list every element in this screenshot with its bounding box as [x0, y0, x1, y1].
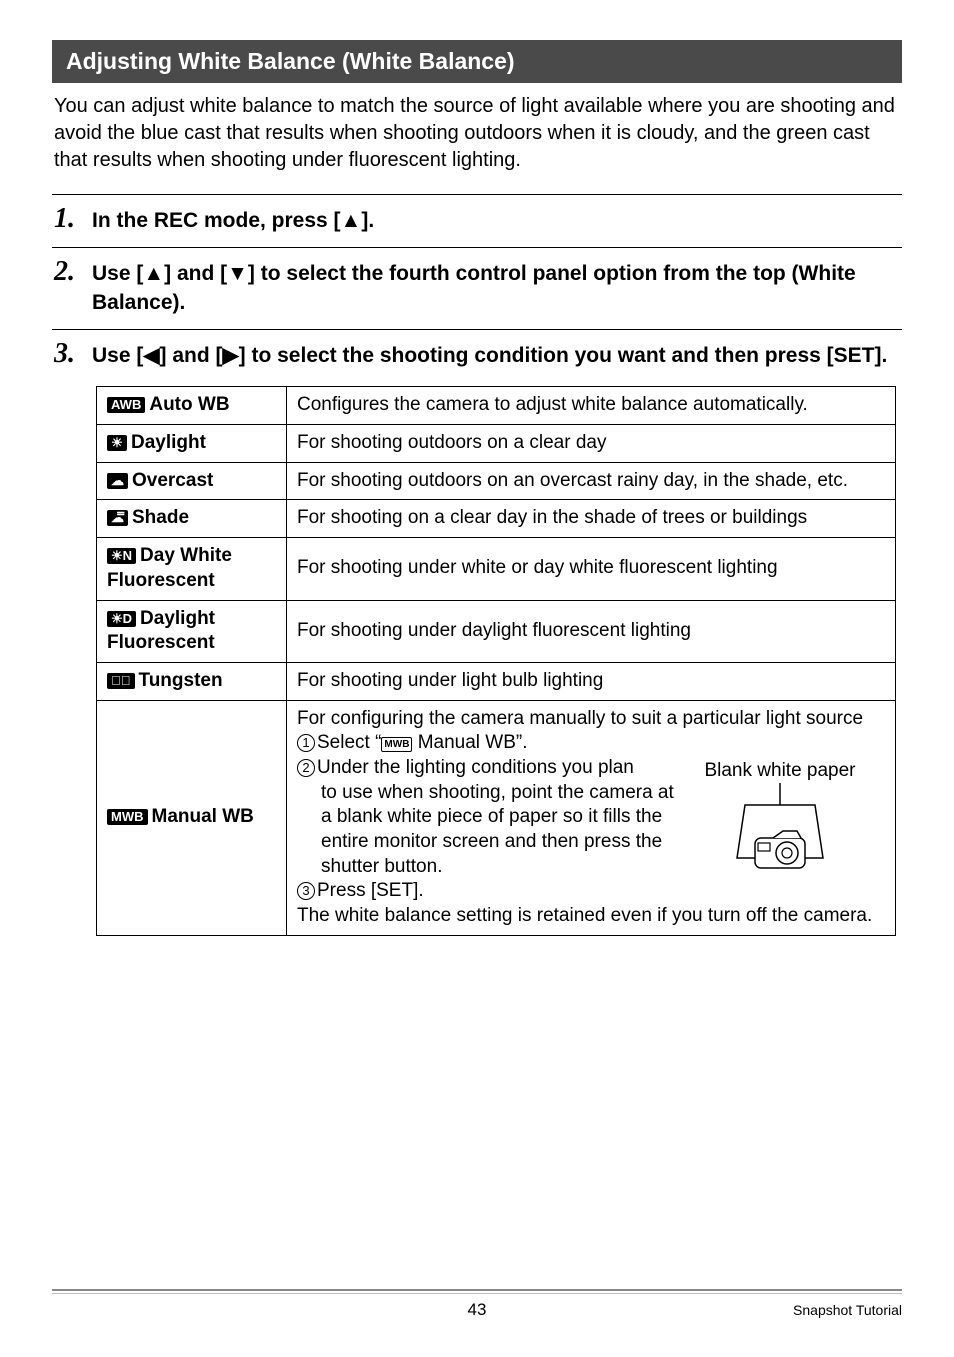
step-number: 3. — [54, 340, 82, 368]
table-row: ☀⃝Tungsten For shooting under light bulb… — [97, 662, 896, 700]
wb-desc-cell: For shooting outdoors on an overcast rai… — [287, 462, 896, 500]
intro-paragraph: You can adjust white balance to match th… — [54, 93, 900, 174]
circled-1-icon: 1 — [297, 734, 315, 752]
step-1: 1. In the REC mode, press [▲]. — [52, 194, 902, 247]
wb-desc-cell: For shooting under light bulb lighting — [287, 662, 896, 700]
blank-white-paper-figure: Blank white paper — [685, 759, 875, 894]
wb-label-cell: ☀NDay White Fluorescent — [97, 538, 287, 600]
wb-desc-cell: For shooting on a clear day in the shade… — [287, 500, 896, 538]
step-2: 2. Use [▲] and [▼] to select the fourth … — [52, 247, 902, 329]
wb-label: Shade — [132, 507, 189, 528]
circled-2-icon: 2 — [297, 759, 315, 777]
tungsten-icon: ☀⃝ — [107, 673, 135, 689]
wb-label-cell: AWBAuto WB — [97, 387, 287, 425]
wb-label: Auto WB — [149, 394, 229, 415]
table-row: ☀NDay White Fluorescent For shooting und… — [97, 538, 896, 600]
step-number: 1. — [54, 205, 82, 233]
wb-desc-cell: Configures the camera to adjust white ba… — [287, 387, 896, 425]
manual-wb-icon: MWB — [107, 809, 148, 825]
table-row: ☁̿Shade For shooting on a clear day in t… — [97, 500, 896, 538]
step-text: Use [◀] and [▶] to select the shooting c… — [92, 340, 887, 370]
circled-3-icon: 3 — [297, 882, 315, 900]
shade-icon: ☁̿ — [107, 510, 128, 526]
step-text: In the REC mode, press [▲]. — [92, 205, 374, 235]
wb-label-cell: MWBManual WB — [97, 700, 287, 935]
manual-step2: 2Under the lighting conditions you plan … — [297, 756, 687, 879]
manual-footer-line: The white balance setting is retained ev… — [297, 904, 885, 929]
footer-section-name: Snapshot Tutorial — [793, 1302, 902, 1318]
day-white-fluorescent-icon: ☀N — [107, 548, 136, 564]
wb-label-cell: ☁Overcast — [97, 462, 287, 500]
page-footer: 43 Snapshot Tutorial — [52, 1289, 902, 1323]
wb-desc-cell: For shooting outdoors on a clear day — [287, 425, 896, 463]
wb-label-cell: ☀Daylight — [97, 425, 287, 463]
step-number: 2. — [54, 258, 82, 286]
wb-label: Daylight — [131, 432, 206, 453]
step-3: 3. Use [◀] and [▶] to select the shootin… — [52, 329, 902, 382]
awb-icon: AWB — [107, 397, 145, 413]
table-row: ☀Daylight For shooting outdoors on a cle… — [97, 425, 896, 463]
wb-label-cell: ☁̿Shade — [97, 500, 287, 538]
white-balance-table: AWBAuto WB Configures the camera to adju… — [96, 386, 896, 935]
wb-desc-cell: For shooting under white or day white fl… — [287, 538, 896, 600]
wb-desc-cell: For configuring the camera manually to s… — [287, 700, 896, 935]
wb-label: Tungsten — [139, 670, 223, 691]
wb-label-cell: ☀⃝Tungsten — [97, 662, 287, 700]
manual-line1: For configuring the camera manually to s… — [297, 707, 885, 732]
manual-wb-description: For configuring the camera manually to s… — [297, 707, 885, 929]
wb-desc-cell: For shooting under daylight fluorescent … — [287, 600, 896, 662]
table-row: ☁Overcast For shooting outdoors on an ov… — [97, 462, 896, 500]
step-text: Use [▲] and [▼] to select the fourth con… — [92, 258, 900, 317]
camera-paper-icon — [725, 783, 835, 893]
page-number: 43 — [468, 1300, 487, 1320]
blank-paper-label: Blank white paper — [704, 760, 855, 781]
table-row: ☀DDaylight Fluorescent For shooting unde… — [97, 600, 896, 662]
table-row: MWBManual WB For configuring the camera … — [97, 700, 896, 935]
wb-label: Overcast — [132, 470, 213, 491]
mwb-inline-icon: MWB — [381, 737, 412, 752]
table-row: AWBAuto WB Configures the camera to adju… — [97, 387, 896, 425]
daylight-icon: ☀ — [107, 435, 127, 451]
wb-label: Manual WB — [152, 806, 254, 827]
manual-step1: 1Select “MWB Manual WB”. — [297, 731, 885, 756]
overcast-icon: ☁ — [107, 473, 128, 489]
daylight-fluorescent-icon: ☀D — [107, 611, 136, 627]
section-heading: Adjusting White Balance (White Balance) — [52, 40, 902, 83]
wb-label-cell: ☀DDaylight Fluorescent — [97, 600, 287, 662]
